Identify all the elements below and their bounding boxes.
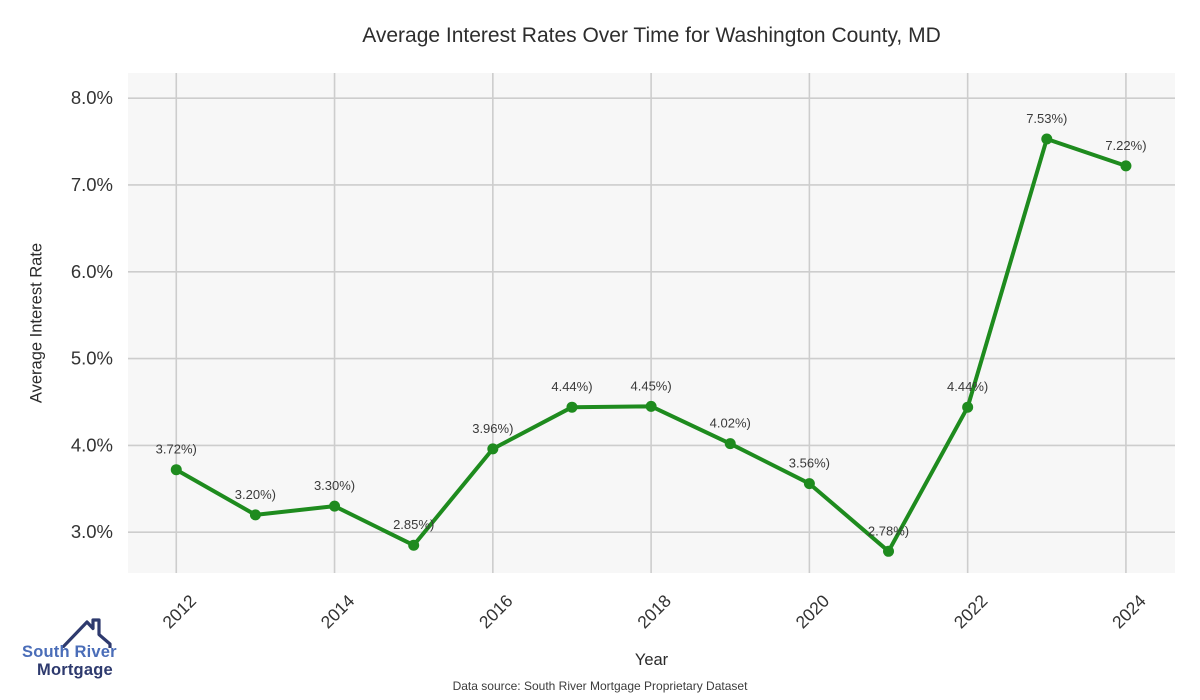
house-roof-icon: [62, 618, 112, 648]
data-point-label: 3.30%): [314, 478, 355, 493]
x-axis-title: Year: [634, 651, 669, 669]
data-point-label: 3.20%): [235, 487, 276, 502]
data-point-label: 4.44%): [551, 379, 592, 394]
data-point: [170, 464, 182, 476]
data-point-label: 7.22%): [1105, 138, 1146, 153]
data-point: [645, 400, 657, 412]
data-point: [962, 401, 974, 413]
data-point-label: 3.96%): [472, 421, 513, 436]
x-tick-label: 2016: [475, 591, 517, 633]
data-point: [1041, 133, 1053, 145]
x-tick-label: 2022: [950, 591, 992, 633]
y-tick-label: 5.0%: [71, 348, 113, 369]
data-point-label: 7.53%): [1026, 111, 1067, 126]
x-tick-label: 2024: [1108, 591, 1150, 633]
data-point-label: 2.85%): [393, 517, 434, 532]
data-point-label: 3.72%): [156, 442, 197, 457]
chart-title: Average Interest Rates Over Time for Was…: [362, 24, 941, 47]
logo-text-line2: Mortgage: [37, 661, 113, 679]
data-point-label: 4.45%): [631, 378, 672, 393]
data-point: [803, 478, 815, 490]
x-tick-label: 2014: [317, 591, 359, 633]
data-point: [249, 509, 261, 521]
data-point: [329, 500, 341, 512]
data-point: [724, 438, 736, 450]
data-point-label: 4.44%): [947, 379, 988, 394]
y-tick-label: 3.0%: [71, 521, 113, 542]
x-tick-label: 2018: [633, 591, 675, 633]
y-tick-label: 4.0%: [71, 434, 113, 455]
data-point: [1120, 160, 1132, 172]
x-tick-label: 2012: [158, 591, 200, 633]
data-point: [566, 401, 578, 413]
data-point: [883, 545, 895, 557]
data-point: [487, 443, 499, 455]
y-tick-label: 7.0%: [71, 174, 113, 195]
data-source-note: Data source: South River Mortgage Propri…: [452, 679, 748, 693]
logo-text-line1: South River: [22, 643, 117, 661]
company-logo: South River Mortgage: [18, 610, 138, 685]
y-tick-label: 8.0%: [71, 87, 113, 108]
x-tick-label: 2020: [792, 591, 834, 633]
y-tick-label: 6.0%: [71, 261, 113, 282]
data-point-label: 2.78%): [868, 523, 909, 538]
data-point-label: 4.02%): [710, 416, 751, 431]
data-point: [408, 539, 420, 551]
data-point-label: 3.56%): [789, 456, 830, 471]
